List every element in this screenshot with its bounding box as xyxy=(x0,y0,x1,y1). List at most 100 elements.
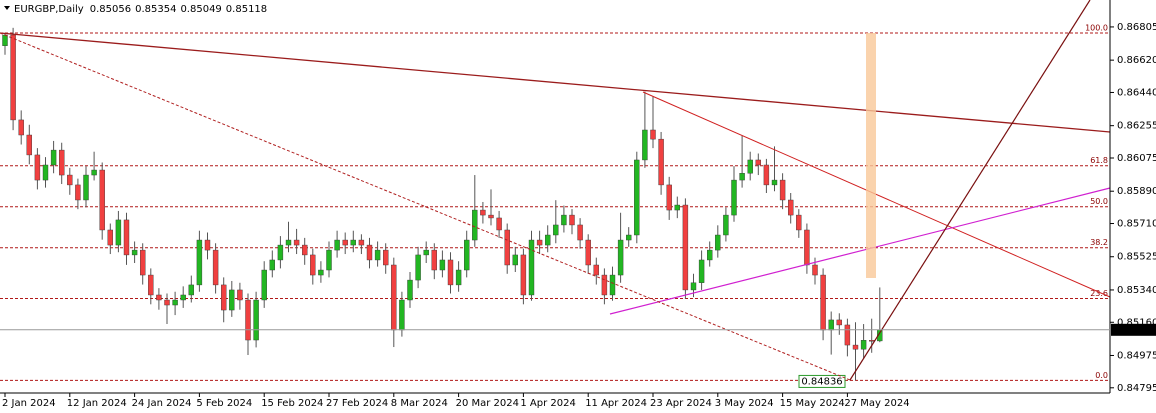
candle-body xyxy=(869,340,875,342)
y-tick-label: 0.86440 xyxy=(1117,87,1156,98)
x-tick-label: 15 Feb 2024 xyxy=(261,398,323,409)
y-tick-label: 0.84975 xyxy=(1117,350,1156,361)
candle-body xyxy=(617,239,624,276)
candle-body xyxy=(99,169,105,231)
candle-body xyxy=(658,138,664,186)
close: 0.85118 xyxy=(226,4,267,15)
candle-body xyxy=(374,249,381,261)
candle-body xyxy=(10,34,16,121)
candle-body xyxy=(107,229,114,246)
candle-body xyxy=(820,274,826,331)
candle-body xyxy=(715,234,721,251)
candle-body xyxy=(91,169,97,176)
low: 0.85049 xyxy=(180,4,221,15)
candle-body xyxy=(131,249,138,256)
x-tick-label: 5 Feb 2024 xyxy=(196,398,252,409)
candle-body xyxy=(828,319,834,331)
candle-body xyxy=(666,184,672,211)
candle-body xyxy=(569,214,575,226)
candle-body xyxy=(83,174,89,201)
candle-body xyxy=(253,299,259,341)
fib-label: 50.0 xyxy=(1090,197,1108,206)
candle-body xyxy=(577,224,583,241)
candle-body xyxy=(747,159,753,174)
candle-body xyxy=(520,254,527,296)
candle-body xyxy=(682,204,689,291)
candle-body xyxy=(156,294,162,301)
candle-body xyxy=(593,264,599,276)
current-price-box xyxy=(1111,323,1156,336)
candle-body xyxy=(229,289,235,311)
candle-body xyxy=(707,249,713,261)
candle-body xyxy=(261,269,267,301)
candle-body xyxy=(237,289,243,301)
candle-body xyxy=(674,204,680,211)
candle-body xyxy=(755,159,761,166)
menu-icon[interactable] xyxy=(4,6,10,10)
candle-body xyxy=(415,254,421,281)
candle-body xyxy=(50,149,57,166)
y-tick-label: 0.85890 xyxy=(1117,186,1156,197)
candle-body xyxy=(342,239,348,246)
x-tick-label: 11 Apr 2024 xyxy=(585,398,647,409)
candle-body xyxy=(212,249,219,286)
candle-body xyxy=(399,299,405,331)
y-tick-label: 0.85160 xyxy=(1117,317,1156,328)
y-tick-label: 0.86075 xyxy=(1117,153,1156,164)
candle-body xyxy=(148,274,154,296)
fib-trend xyxy=(0,32,851,381)
candle-body xyxy=(34,154,41,181)
candle-body xyxy=(771,179,778,186)
candle-body xyxy=(164,299,170,306)
candle-body xyxy=(285,239,292,246)
candle-body xyxy=(447,259,454,286)
y-tick-label: 0.84795 xyxy=(1117,383,1156,394)
candle-body xyxy=(334,239,340,251)
candle-body xyxy=(739,173,745,181)
candle-body xyxy=(139,249,146,276)
candle-body xyxy=(723,214,729,236)
candle-body xyxy=(504,229,510,266)
candle-body xyxy=(18,119,24,136)
candle-body xyxy=(383,249,389,266)
symbol: EURGBP,Daily xyxy=(14,4,84,15)
candle-body xyxy=(423,249,429,256)
header: EURGBP,Daily 0.85056 0.85354 0.85049 0.85118 xyxy=(14,4,267,15)
candle-body xyxy=(852,344,859,350)
candle-body xyxy=(698,259,705,283)
candle-body xyxy=(634,159,640,236)
y-tick-label: 0.85340 xyxy=(1117,285,1156,296)
candle-body xyxy=(488,214,494,219)
fib-label: 38.2 xyxy=(1090,238,1108,247)
candle-body xyxy=(2,34,8,46)
fib-low-box xyxy=(798,374,846,388)
candle-body xyxy=(528,239,535,296)
candle-body xyxy=(779,179,786,201)
candle-body xyxy=(553,224,559,236)
current-price-label: 0.85118 xyxy=(1117,325,1156,336)
candle-body xyxy=(196,239,203,286)
x-tick-label: 1 Apr 2024 xyxy=(520,398,575,409)
fib-label: 100.0 xyxy=(1085,24,1108,33)
candle-body xyxy=(804,229,810,266)
x-tick-label: 15 May 2024 xyxy=(780,398,845,409)
candle-body xyxy=(188,284,195,296)
candle-body xyxy=(75,184,81,201)
candle-body xyxy=(642,129,648,161)
time-zone xyxy=(866,33,876,278)
fib-label: 61.8 xyxy=(1090,156,1108,165)
candle-body xyxy=(302,244,308,256)
x-tick-label: 20 Mar 2024 xyxy=(456,398,519,409)
x-tick-label: 12 Jan 2024 xyxy=(67,398,127,409)
x-tick-label: 3 May 2024 xyxy=(715,398,774,409)
candle-body xyxy=(796,214,802,231)
candle-body xyxy=(318,269,324,276)
candle-body xyxy=(464,239,470,271)
candle-body xyxy=(431,249,437,271)
candle-body xyxy=(601,274,608,296)
candle-body xyxy=(731,179,737,216)
candle-body xyxy=(561,214,567,226)
y-tick-label: 0.85710 xyxy=(1117,219,1156,230)
x-tick-label: 27 Feb 2024 xyxy=(326,398,388,409)
candle-body xyxy=(350,239,356,246)
